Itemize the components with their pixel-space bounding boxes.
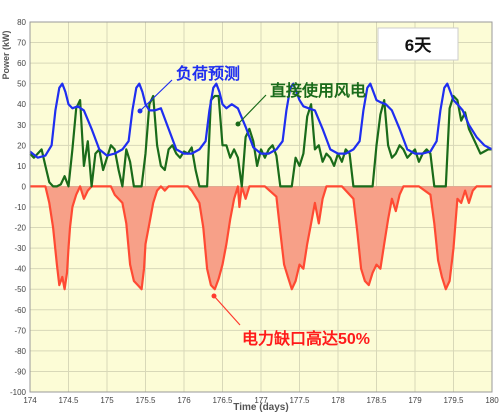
y-tick-label: 10	[17, 162, 26, 171]
x-tick-label: 175	[100, 396, 114, 405]
gap-callout-line	[213, 295, 241, 326]
x-tick-label: 176.5	[212, 396, 233, 405]
x-tick-label: 177	[254, 396, 268, 405]
y-tick-label: -50	[14, 285, 26, 294]
gap-annotation: 电力缺口高达50%	[242, 329, 370, 348]
y-tick-label: -70	[14, 326, 26, 335]
x-tick-label: 174	[23, 396, 37, 405]
x-tick-label: 175.5	[135, 396, 156, 405]
wind-series-line	[29, 94, 492, 188]
gap-callout-dot	[211, 293, 217, 299]
y-tick-label: -90	[14, 367, 26, 376]
series-layer	[29, 82, 493, 291]
x-tick-label: 179	[408, 396, 422, 405]
y-tick-label: 80	[17, 18, 26, 27]
y-tick-label: 50	[17, 80, 26, 89]
x-tick-label: 176	[177, 396, 191, 405]
y-tick-label: 60	[17, 59, 26, 68]
wind-annotation: 直接使用风电	[270, 81, 366, 100]
y-tick-label: 70	[17, 39, 26, 48]
load-annotation: 负荷预测	[176, 64, 240, 83]
y-tick-label: -100	[10, 388, 27, 397]
plot-frame	[29, 21, 493, 393]
days-badge-box	[377, 27, 459, 61]
wind-callout-line	[237, 94, 267, 125]
y-tick-label: -20	[14, 224, 26, 233]
y-tick-label: -60	[14, 306, 26, 315]
x-tick-label: 178.5	[366, 396, 387, 405]
y-tick-label: -10	[14, 203, 26, 212]
days-badge-text: 6天	[405, 36, 432, 55]
x-tick-label: 174.5	[58, 396, 79, 405]
y-tick-label: -80	[14, 347, 26, 356]
x-tick-label: 178	[331, 396, 345, 405]
x-axis-label: Time (days)	[233, 402, 288, 412]
wind-callout-dot	[235, 121, 241, 127]
y-tick-label: 20	[17, 141, 26, 150]
axes: 174 174.5 175 175.5 176 176.5 177 177.5 178 178.5…	[10, 18, 499, 405]
load-callout-dot	[137, 108, 143, 114]
y-tick-label: 0	[22, 182, 27, 191]
x-tick-label: 180	[485, 396, 499, 405]
x-tick-label: 179.5	[443, 396, 464, 405]
y-tick-label: 30	[17, 121, 26, 130]
load-series-line	[29, 82, 493, 159]
load-callout-line	[139, 79, 173, 112]
y-tick-label: 40	[17, 100, 26, 109]
y-tick-label: -40	[14, 265, 26, 274]
x-tick-label: 177.5	[289, 396, 310, 405]
y-axis-label: Power (kW)	[1, 30, 11, 79]
y-tick-label: -30	[14, 244, 26, 253]
gap-area-fill	[30, 186, 492, 290]
